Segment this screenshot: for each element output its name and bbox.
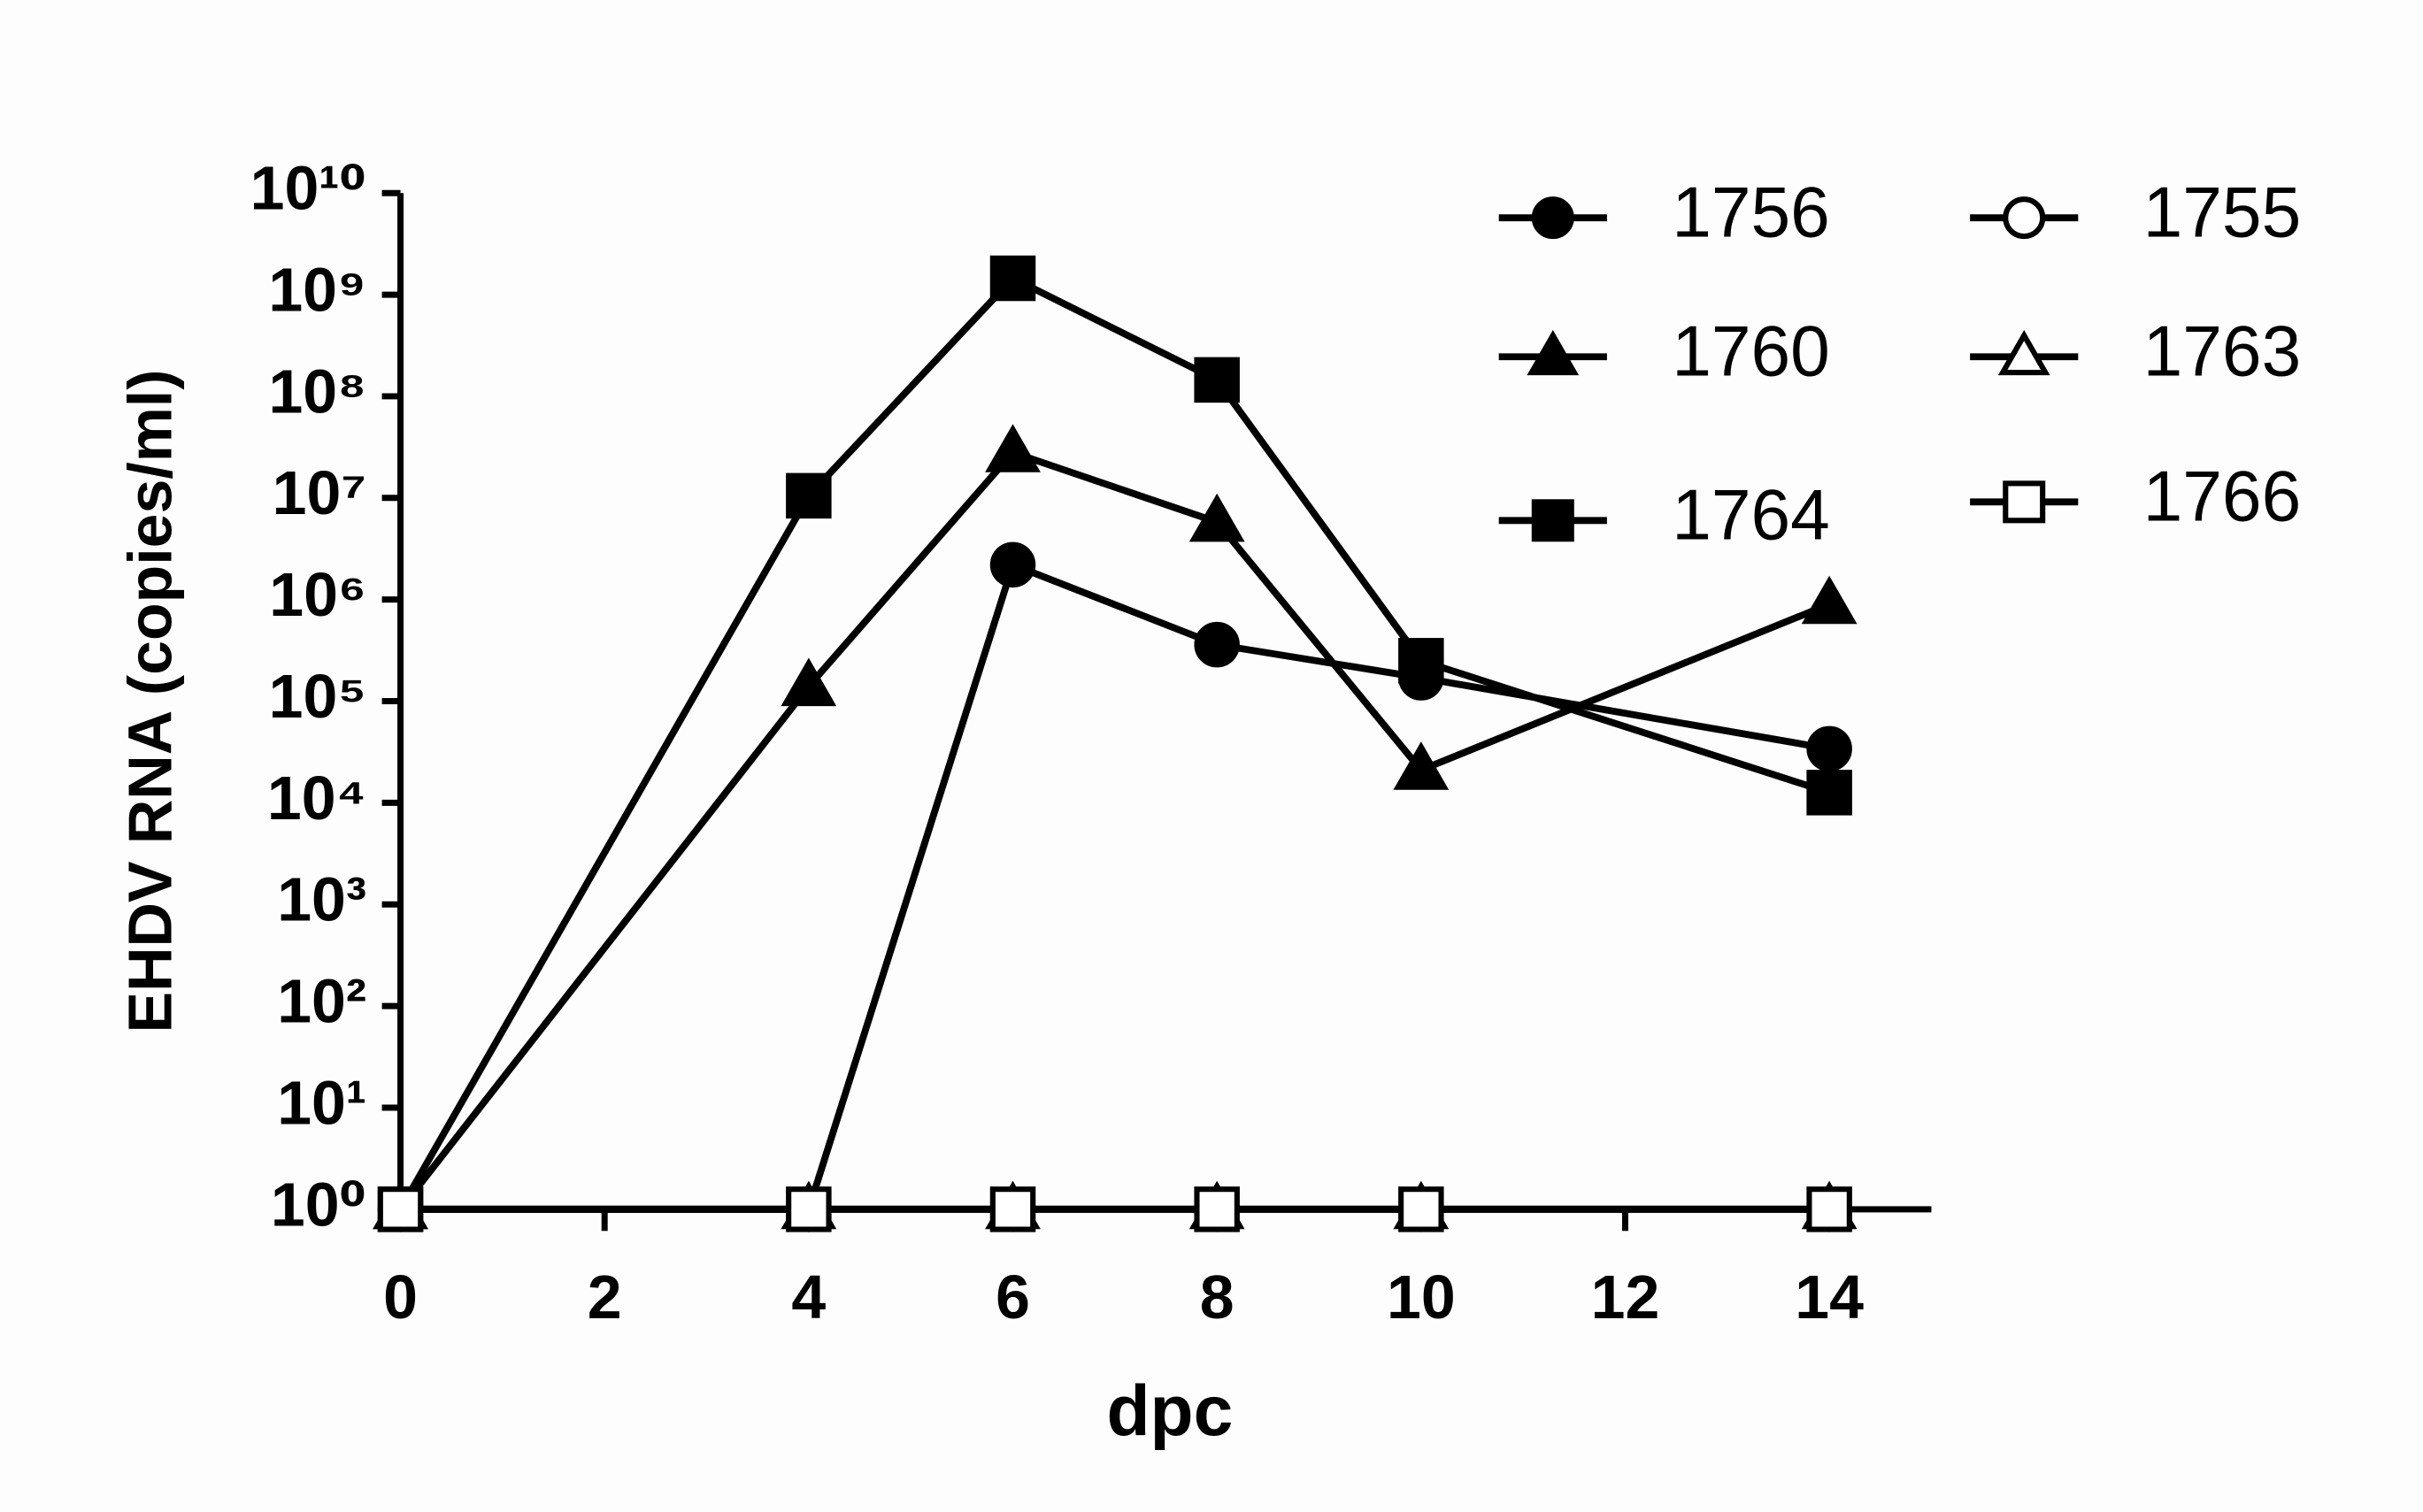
- marker: [786, 1186, 832, 1232]
- x-tick-label: 2: [588, 1263, 622, 1332]
- marker: [1997, 330, 2050, 376]
- marker: [2003, 480, 2046, 524]
- marker: [1188, 493, 1245, 542]
- y-tick-label: 10⁷: [273, 458, 366, 527]
- legend-entry: 1766: [1970, 457, 2301, 537]
- marker: [985, 424, 1041, 472]
- marker: [786, 472, 832, 519]
- marker: [1531, 196, 1574, 240]
- x-axis-label: dpc: [1106, 1371, 1233, 1451]
- marker: [1393, 741, 1450, 790]
- marker: [377, 1186, 424, 1232]
- legend-entry: 1756: [1498, 173, 1830, 252]
- marker: [1194, 1186, 1240, 1232]
- marker: [1398, 1186, 1444, 1232]
- marker: [989, 255, 1036, 302]
- y-tick-label: 10⁵: [269, 662, 366, 731]
- marker: [1801, 575, 1858, 625]
- marker: [989, 541, 1036, 588]
- legend-label: 1756: [1672, 173, 1830, 252]
- marker: [1398, 638, 1444, 684]
- series-line: [397, 274, 1831, 1211]
- y-tick-label: 10⁸: [268, 357, 366, 426]
- series-line: [397, 449, 1831, 1212]
- legend-label: 1766: [2143, 457, 2302, 537]
- marker: [1527, 330, 1580, 376]
- marker: [989, 1186, 1036, 1232]
- marker: [1806, 725, 1852, 772]
- marker: [1806, 1186, 1852, 1232]
- marker: [2003, 196, 2046, 240]
- legend-label: 1763: [2143, 311, 2302, 391]
- x-tick-label: 4: [791, 1263, 826, 1332]
- x-tick-label: 8: [1200, 1263, 1235, 1332]
- legend-label: 1755: [2143, 173, 2302, 252]
- marker: [781, 657, 837, 707]
- legend-entry: 1764: [1498, 476, 1830, 556]
- y-tick-label: 10¹: [277, 1068, 366, 1137]
- y-tick-label: 10⁰: [271, 1170, 366, 1239]
- x-tick-label: 6: [996, 1263, 1030, 1332]
- y-tick-label: 10³: [277, 865, 366, 934]
- x-tick-label: 10: [1387, 1263, 1456, 1332]
- x-tick-label: 14: [1795, 1263, 1864, 1332]
- x-tick-label: 12: [1591, 1263, 1660, 1332]
- marker: [1194, 621, 1240, 668]
- y-tick-label: 10⁹: [268, 256, 366, 325]
- legend-entry: 1760: [1498, 311, 1830, 391]
- y-tick-label: 10¹⁰: [250, 154, 366, 223]
- x-tick-label: 0: [383, 1263, 418, 1332]
- marker: [1194, 357, 1240, 403]
- legend-entry: 1755: [1970, 173, 2301, 252]
- y-tick-label: 10⁴: [267, 764, 366, 833]
- marker: [1531, 499, 1574, 542]
- legend-label: 1764: [1672, 476, 1830, 556]
- legend-entry: 1763: [1970, 311, 2301, 391]
- y-tick-label: 10⁶: [269, 560, 366, 629]
- marker: [1806, 770, 1852, 816]
- y-tick-label: 10²: [277, 967, 366, 1036]
- y-axis-label: EHDV RNA (copies/ml): [115, 370, 184, 1033]
- legend-label: 1760: [1672, 311, 1830, 391]
